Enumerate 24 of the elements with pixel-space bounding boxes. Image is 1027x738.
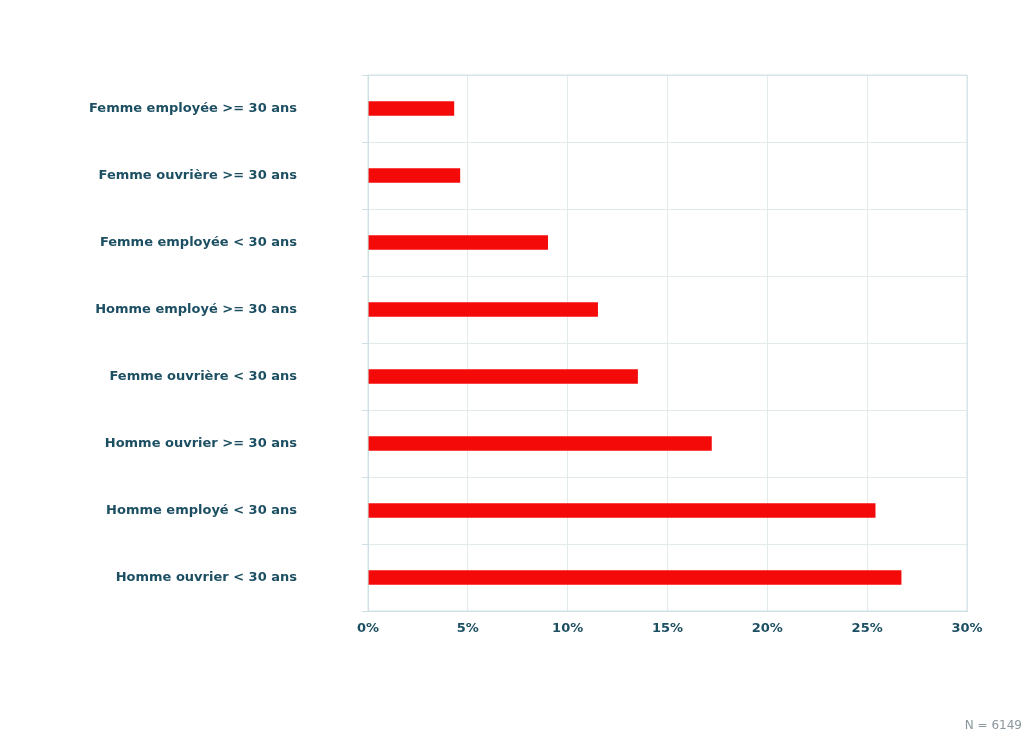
x-tick-label: 15% bbox=[651, 620, 684, 636]
y-tick-label: Femme ouvrière < 30 ans bbox=[109, 367, 298, 383]
x-tick-label: 20% bbox=[751, 620, 783, 636]
y-tick-label: Homme employé < 30 ans bbox=[106, 501, 298, 517]
y-tick-label: Femme employée < 30 ans bbox=[99, 233, 298, 249]
y-tick-label: Femme ouvrière >= 30 ans bbox=[98, 166, 298, 182]
y-tick-label: Femme employée >= 30 ans bbox=[89, 99, 298, 115]
y-tick-label: Homme ouvrier >= 30 ans bbox=[104, 434, 298, 450]
bar bbox=[368, 503, 876, 518]
bar bbox=[368, 570, 902, 585]
x-tick-label: 10% bbox=[552, 620, 584, 636]
x-tick-label: 30% bbox=[951, 620, 983, 636]
y-tick-label: Homme employé >= 30 ans bbox=[95, 300, 298, 316]
text: N = 6149 bbox=[964, 718, 1022, 733]
bar bbox=[368, 101, 455, 116]
x-tick-label: 5% bbox=[456, 620, 479, 636]
bar bbox=[368, 168, 461, 183]
bar bbox=[368, 302, 598, 317]
bar bbox=[368, 369, 638, 384]
y-tick-label: Homme ouvrier < 30 ans bbox=[115, 568, 298, 584]
x-tick-label: 25% bbox=[851, 620, 883, 636]
bar bbox=[368, 235, 549, 250]
bar bbox=[368, 436, 712, 451]
x-tick-label: 0% bbox=[356, 620, 380, 636]
